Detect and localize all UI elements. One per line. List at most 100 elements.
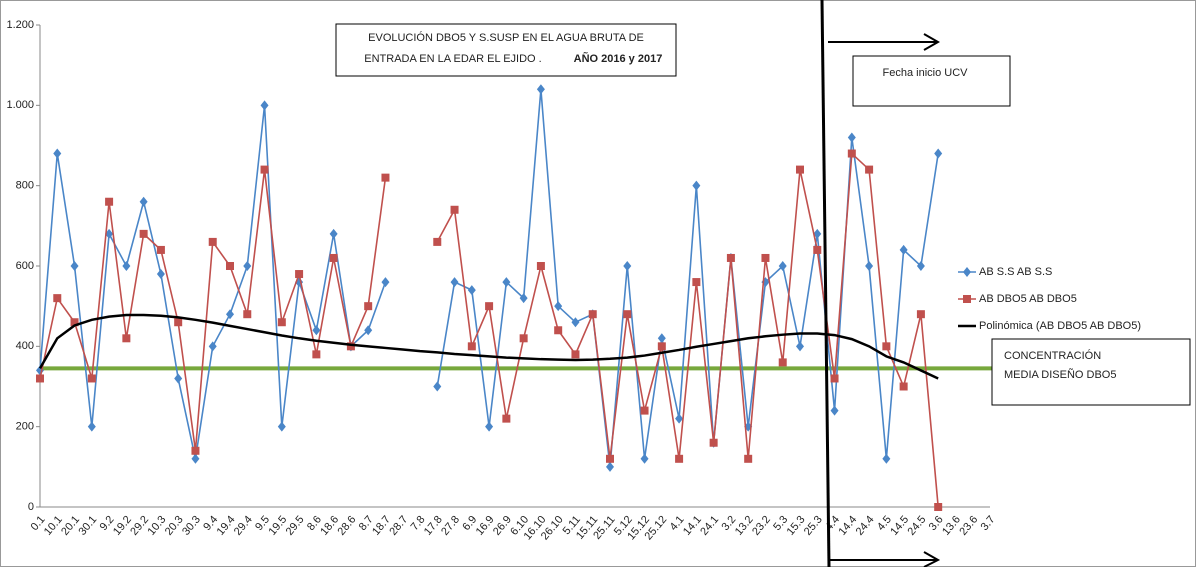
marker [744, 454, 753, 463]
marker [796, 341, 804, 352]
marker [899, 244, 908, 255]
marker [70, 261, 79, 271]
marker [243, 261, 252, 271]
legend-marker [963, 295, 971, 303]
marker [934, 503, 943, 511]
marker [657, 333, 666, 344]
marker [709, 438, 718, 447]
legend-label: Polinómica (AB DBO5 AB DBO5) [979, 320, 1141, 332]
marker [122, 261, 131, 271]
marker [519, 293, 528, 304]
marker [554, 301, 563, 312]
marker [796, 165, 804, 174]
marker [277, 318, 286, 327]
marker [934, 148, 943, 159]
y-tick-label: 800 [16, 180, 34, 192]
reference-label: MEDIA DISEÑO DBO5 [1004, 368, 1116, 381]
y-tick-label: 600 [16, 260, 34, 272]
marker [226, 262, 234, 270]
plot: 02004006008001.0001.2000.110.120.130.19.… [6, 19, 1190, 542]
marker [433, 381, 442, 392]
legend-label: AB DBO5 AB DBO5 [979, 293, 1077, 305]
marker [381, 173, 390, 182]
marker [778, 358, 787, 367]
marker [882, 453, 891, 464]
marker [519, 334, 528, 343]
marker [260, 100, 269, 111]
marker [122, 334, 131, 343]
marker [726, 253, 735, 262]
marker [623, 310, 632, 319]
marker [502, 277, 511, 288]
marker [536, 84, 545, 95]
marker [847, 132, 856, 143]
marker [105, 228, 114, 239]
marker [675, 413, 684, 424]
marker [312, 325, 321, 336]
reference-box [991, 338, 1191, 406]
marker [260, 165, 269, 174]
marker [277, 421, 286, 432]
y-tick-label: 1.000 [6, 99, 34, 111]
marker [657, 342, 666, 351]
marker [536, 262, 545, 270]
marker [675, 454, 684, 463]
marker [329, 253, 338, 262]
marker [467, 285, 476, 296]
title-line: ENTRADA EN LA EDAR EL EJIDO . [364, 53, 541, 65]
marker [485, 302, 494, 311]
marker [640, 453, 649, 464]
marker [174, 373, 183, 384]
marker [467, 342, 476, 351]
marker [191, 446, 200, 455]
marker [623, 261, 632, 271]
ucv-start-line [820, 0, 831, 567]
y-tick-label: 200 [16, 421, 34, 433]
marker [70, 318, 79, 327]
marker [105, 197, 114, 206]
marker [761, 253, 770, 262]
marker [778, 261, 787, 271]
y-tick-label: 400 [16, 340, 34, 352]
marker [916, 310, 925, 319]
marker [295, 270, 304, 279]
marker [208, 237, 217, 246]
arrow [830, 551, 941, 567]
marker [606, 461, 614, 472]
marker [53, 148, 62, 159]
title-line: EVOLUCIÓN DBO5 Y S.SUSP EN EL AGUA BRUTA… [368, 31, 644, 44]
legend-marker [963, 267, 971, 277]
marker [450, 277, 459, 288]
marker [208, 341, 217, 352]
marker [588, 310, 597, 319]
arrow [828, 33, 941, 51]
marker [502, 414, 511, 423]
marker [156, 269, 165, 280]
marker [364, 325, 373, 336]
annotation: Fecha inicio UCV [883, 67, 969, 79]
marker [53, 294, 62, 303]
marker [87, 421, 96, 432]
marker [329, 228, 338, 239]
marker [830, 374, 839, 383]
marker [485, 421, 494, 432]
marker [381, 277, 390, 288]
legend-label: AB S.S AB S.S [979, 266, 1052, 278]
marker [450, 205, 459, 214]
marker [606, 454, 614, 463]
marker [830, 405, 839, 416]
marker [433, 237, 442, 246]
marker [882, 342, 891, 351]
marker [916, 261, 925, 271]
marker [36, 374, 44, 383]
series-line [38, 313, 939, 380]
y-tick-label: 0 [28, 501, 34, 513]
marker [139, 196, 148, 207]
marker [191, 453, 200, 464]
marker [692, 278, 701, 287]
marker [243, 310, 252, 319]
marker [87, 374, 96, 383]
title-box [335, 23, 677, 77]
